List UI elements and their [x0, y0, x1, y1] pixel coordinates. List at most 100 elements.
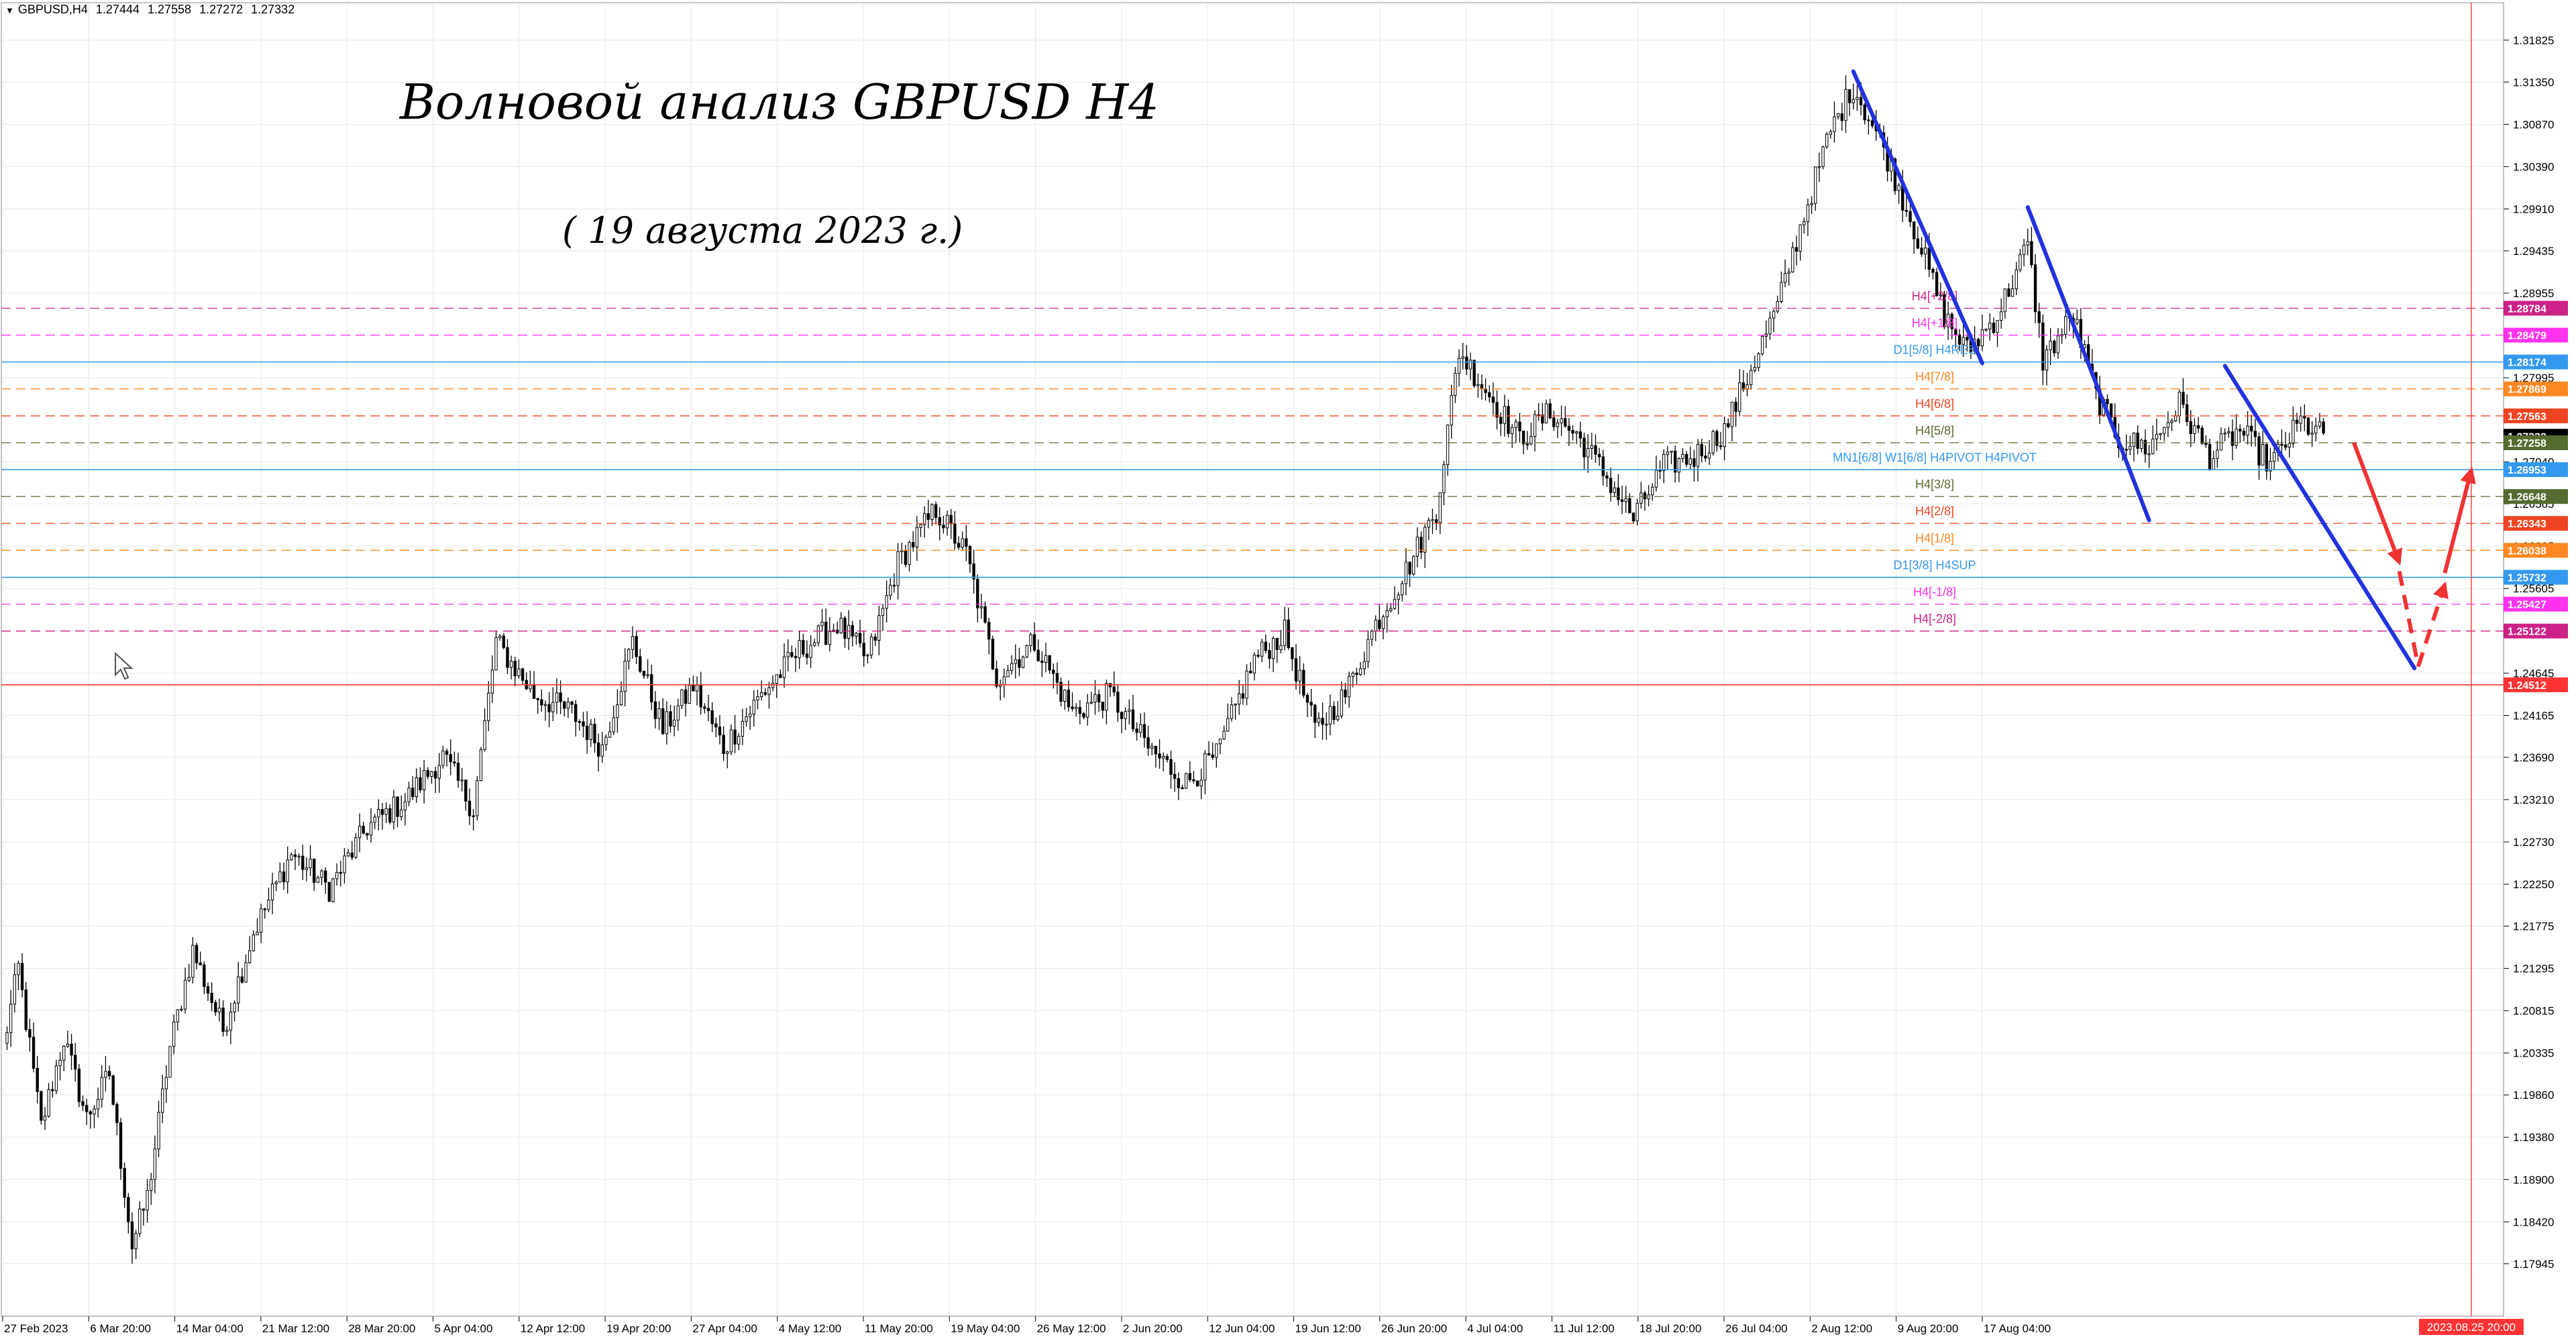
y-tick-label: 1.29910 [2513, 203, 2554, 215]
candle-body [1218, 739, 1222, 745]
candle-body [688, 684, 691, 704]
candle-body [506, 647, 509, 668]
candle-body [1313, 704, 1317, 723]
candle-body [2049, 340, 2052, 351]
candle-body [160, 1088, 164, 1113]
candle-body [1904, 209, 1909, 212]
analysis-date[interactable]: ( 19 августа 2023 г.) [562, 209, 963, 252]
candle-body [2292, 419, 2295, 444]
level-price-tag-text: 1.26038 [2508, 545, 2546, 557]
candle-body [1427, 520, 1430, 528]
candle-body [1184, 773, 1188, 789]
level-label: MN1[6/8] W1[6/8] H4PIVOT H4PIVOT [1833, 451, 2037, 464]
level-price-tag-text: 1.25122 [2508, 627, 2546, 638]
candle-body [217, 1008, 221, 1013]
candle-body [2253, 431, 2257, 437]
candle-body [1684, 453, 1688, 465]
candle-body [1635, 502, 1639, 522]
candle-body [547, 704, 551, 712]
level-label: H4[5/8] [1915, 424, 1954, 437]
candle-body [62, 1046, 66, 1061]
candle-body [1381, 617, 1385, 629]
candle-body [1302, 670, 1305, 696]
candle-body [172, 1021, 176, 1047]
x-tick-label: 19 Jun 12:00 [1295, 1322, 1361, 1335]
candle-body [2261, 444, 2265, 466]
candle-body [1847, 89, 1851, 103]
y-tick-label: 1.22730 [2513, 836, 2554, 849]
candle-body [1996, 320, 1999, 333]
candle-body [150, 1179, 153, 1191]
candle-body [699, 684, 702, 708]
candle-body [1097, 694, 1101, 702]
candle-body [1984, 328, 1988, 331]
level-price-tag-text: 1.25427 [2508, 600, 2546, 611]
candle-body [1048, 655, 1051, 671]
analysis-title[interactable]: Волновой анализ GBPUSD H4 [400, 74, 1159, 130]
candle-body [490, 670, 494, 694]
candle-body [9, 1004, 13, 1033]
candle-body [1999, 311, 2003, 321]
candle-body [225, 1030, 229, 1032]
candle-body [1715, 431, 1719, 446]
candle-body [1791, 247, 1794, 272]
candle-body [2166, 422, 2170, 428]
y-tick-label: 1.30870 [2513, 118, 2554, 131]
candle-body [502, 635, 506, 648]
candle-body [532, 684, 536, 699]
candle-body [176, 1009, 179, 1022]
candle-body [692, 684, 695, 692]
candle-body [358, 826, 362, 839]
candle-body [1495, 402, 1499, 418]
candle-body [1719, 445, 1723, 447]
candle-body [244, 962, 248, 983]
level-label: H4[1/8] [1915, 531, 1954, 545]
candle-body [1507, 406, 1510, 434]
candle-body [2204, 443, 2208, 445]
candle-body [1840, 113, 1844, 121]
candle-body [1548, 403, 1552, 419]
candle-body [1560, 418, 1563, 423]
candle-body [748, 714, 752, 718]
collapse-triangle-icon[interactable]: ▼ [5, 5, 14, 15]
candle-body [1317, 718, 1321, 723]
candle-body [81, 1101, 85, 1106]
candle-body [1525, 443, 1529, 445]
candle-body [639, 656, 642, 672]
candle-body [1006, 670, 1010, 678]
candle-body [1230, 704, 1234, 719]
level-label: H4[-1/8] [1913, 586, 1956, 599]
candle-body [1131, 709, 1135, 730]
candle-body [1923, 248, 1927, 255]
candle-body [1821, 146, 1825, 167]
candle-body [1673, 450, 1677, 473]
candle-body [904, 550, 908, 565]
candle-body [127, 1197, 130, 1222]
candle-body [51, 1089, 54, 1091]
candle-body [540, 699, 543, 706]
candle-body [1446, 425, 1450, 466]
candle-body [54, 1065, 58, 1091]
level-label: H4[+1/8] [1912, 317, 1958, 330]
level-price-tag-text: 1.28174 [2508, 358, 2546, 369]
candle-body [1727, 423, 1730, 427]
candle-body [779, 674, 782, 678]
candle-body [1597, 453, 1601, 458]
candle-body [2227, 431, 2231, 433]
candle-body [589, 723, 593, 740]
candle-body [1783, 273, 1787, 283]
candle-body [1909, 211, 1912, 223]
candle-body [1146, 737, 1150, 749]
candle-body [737, 735, 741, 745]
candle-body [1423, 527, 1427, 553]
y-tick-label: 1.29435 [2513, 245, 2554, 258]
candle-body [1154, 745, 1158, 755]
candle-body [1833, 116, 1836, 132]
candle-body [1582, 437, 1586, 458]
candle-body [1620, 499, 1624, 502]
candle-body [1992, 323, 1996, 333]
candle-body [13, 974, 16, 1005]
candle-body [763, 692, 767, 695]
